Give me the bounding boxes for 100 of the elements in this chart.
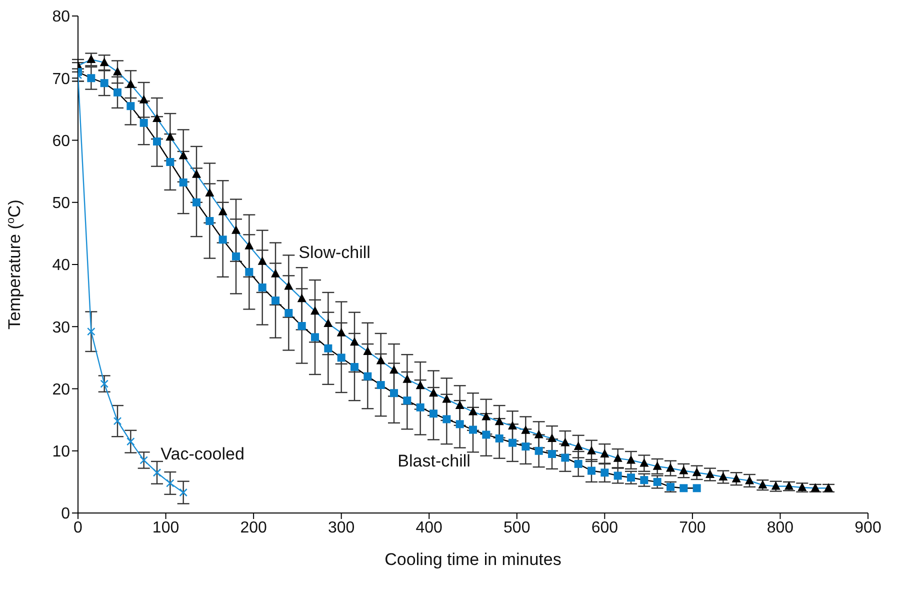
point bbox=[166, 158, 174, 166]
point bbox=[113, 66, 122, 76]
point bbox=[482, 412, 491, 420]
point bbox=[403, 396, 412, 405]
point bbox=[508, 438, 516, 447]
point bbox=[640, 458, 649, 467]
x-tick-label: 0 bbox=[74, 519, 83, 536]
point bbox=[192, 169, 201, 178]
point bbox=[272, 296, 280, 305]
point bbox=[416, 380, 425, 390]
point bbox=[442, 394, 452, 403]
point bbox=[324, 318, 333, 328]
point bbox=[627, 474, 635, 482]
point bbox=[244, 240, 254, 250]
point bbox=[534, 430, 544, 438]
point bbox=[692, 484, 701, 492]
point bbox=[139, 94, 148, 104]
point bbox=[205, 188, 214, 197]
y-tick-label: 10 bbox=[52, 444, 70, 461]
point bbox=[652, 461, 662, 470]
x-tick-label: 300 bbox=[328, 519, 355, 536]
point bbox=[376, 356, 386, 364]
point bbox=[350, 337, 359, 346]
point bbox=[574, 460, 582, 468]
point bbox=[456, 420, 464, 428]
point bbox=[548, 450, 556, 458]
point bbox=[258, 283, 266, 292]
y-tick-label: 60 bbox=[52, 132, 70, 150]
y-tick-label: 0 bbox=[61, 506, 70, 523]
point bbox=[560, 438, 570, 446]
point bbox=[298, 322, 306, 330]
point bbox=[376, 381, 385, 390]
point bbox=[87, 74, 96, 82]
y-tick-label: 70 bbox=[52, 70, 70, 88]
point bbox=[640, 476, 648, 484]
x-axis-title: Cooling time in minutes bbox=[384, 550, 562, 569]
x-tick-label: 200 bbox=[240, 519, 267, 536]
point bbox=[271, 268, 280, 278]
series-label: Blast-chill bbox=[398, 451, 470, 470]
point bbox=[364, 372, 372, 380]
point bbox=[680, 484, 688, 492]
point bbox=[666, 482, 674, 491]
point bbox=[600, 448, 610, 458]
point bbox=[126, 437, 135, 446]
point bbox=[113, 416, 122, 426]
x-tick-label: 700 bbox=[679, 519, 706, 536]
point bbox=[100, 58, 109, 66]
point bbox=[152, 468, 162, 477]
point bbox=[626, 455, 636, 464]
point bbox=[574, 442, 583, 450]
y-tick-label: 20 bbox=[52, 381, 70, 398]
point bbox=[469, 426, 477, 434]
point bbox=[258, 256, 267, 265]
point bbox=[126, 79, 136, 88]
point bbox=[666, 463, 675, 472]
point bbox=[468, 406, 478, 416]
point bbox=[166, 479, 174, 488]
point bbox=[284, 308, 293, 317]
point bbox=[495, 434, 504, 442]
point bbox=[218, 206, 228, 216]
point bbox=[350, 363, 358, 372]
point bbox=[324, 344, 332, 352]
point bbox=[232, 225, 240, 234]
point bbox=[679, 466, 688, 474]
point bbox=[402, 374, 412, 383]
point bbox=[284, 281, 294, 290]
y-tick-label: 40 bbox=[52, 257, 70, 274]
point bbox=[390, 389, 398, 398]
point bbox=[548, 433, 556, 442]
point bbox=[614, 472, 622, 480]
point bbox=[613, 453, 622, 462]
point bbox=[166, 132, 175, 141]
point bbox=[337, 354, 346, 362]
point bbox=[692, 468, 702, 476]
point bbox=[442, 415, 451, 424]
point bbox=[534, 446, 543, 455]
x-tick-label: 900 bbox=[854, 519, 882, 536]
point bbox=[114, 88, 122, 96]
x-tick-label: 500 bbox=[504, 519, 530, 536]
x-tick-label: 400 bbox=[416, 519, 443, 536]
point bbox=[126, 102, 135, 110]
point bbox=[522, 442, 530, 451]
point bbox=[561, 454, 570, 462]
point bbox=[430, 410, 438, 418]
point bbox=[297, 294, 306, 302]
x-tick-label: 100 bbox=[152, 519, 180, 536]
point bbox=[87, 327, 96, 336]
y-tick-label: 80 bbox=[52, 8, 70, 26]
point bbox=[600, 468, 609, 477]
point bbox=[140, 456, 148, 464]
y-tick-label: 50 bbox=[52, 195, 70, 212]
point bbox=[482, 430, 490, 439]
point bbox=[390, 365, 398, 374]
point bbox=[429, 388, 438, 397]
point bbox=[521, 425, 530, 434]
point bbox=[653, 478, 662, 486]
point bbox=[311, 333, 319, 342]
point bbox=[178, 150, 188, 160]
point bbox=[153, 137, 161, 146]
point bbox=[588, 466, 596, 475]
